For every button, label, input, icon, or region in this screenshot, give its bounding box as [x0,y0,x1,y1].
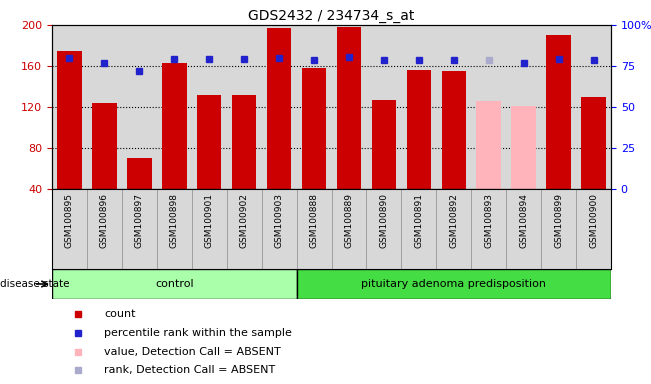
Text: GSM100899: GSM100899 [554,193,563,248]
Bar [52,269,297,299]
Bar [477,101,501,189]
Text: pituitary adenoma predisposition: pituitary adenoma predisposition [361,279,546,289]
Text: GSM100895: GSM100895 [65,193,74,248]
Title: GDS2432 / 234734_s_at: GDS2432 / 234734_s_at [248,8,415,23]
Bar [302,68,326,189]
Bar [162,63,186,189]
Text: GSM100901: GSM100901 [204,193,214,248]
Bar [197,95,221,189]
Text: percentile rank within the sample: percentile rank within the sample [104,328,292,338]
Text: GSM100890: GSM100890 [380,193,389,248]
Text: GSM100894: GSM100894 [519,193,528,248]
Text: count: count [104,309,135,319]
Bar [57,51,81,189]
Text: GSM100902: GSM100902 [240,193,249,248]
Bar [267,28,291,189]
Text: rank, Detection Call = ABSENT: rank, Detection Call = ABSENT [104,366,275,376]
Text: GSM100903: GSM100903 [275,193,284,248]
Text: GSM100888: GSM100888 [309,193,318,248]
Text: GSM100891: GSM100891 [414,193,423,248]
Text: GSM100900: GSM100900 [589,193,598,248]
Bar [232,95,256,189]
Text: control: control [155,279,193,289]
Bar [297,269,611,299]
Bar [441,71,466,189]
Text: GSM100889: GSM100889 [344,193,353,248]
Bar [337,27,361,189]
Text: GSM100898: GSM100898 [170,193,179,248]
Bar [512,106,536,189]
Bar [546,35,571,189]
Text: disease state: disease state [0,279,70,289]
Text: value, Detection Call = ABSENT: value, Detection Call = ABSENT [104,347,281,357]
Bar [407,70,431,189]
Bar [127,158,152,189]
Bar [581,97,606,189]
Text: GSM100896: GSM100896 [100,193,109,248]
Text: GSM100893: GSM100893 [484,193,493,248]
Text: GSM100892: GSM100892 [449,193,458,248]
Bar [92,103,117,189]
Text: GSM100897: GSM100897 [135,193,144,248]
Bar [372,100,396,189]
